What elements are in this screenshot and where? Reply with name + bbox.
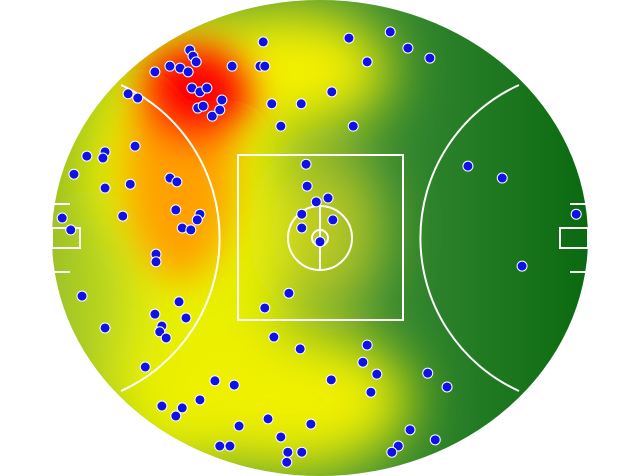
shot-point: [516, 260, 528, 272]
shot-point: [371, 368, 383, 380]
shot-point: [295, 98, 307, 110]
shot-point: [164, 60, 176, 72]
shot-point: [171, 176, 183, 188]
shot-point: [56, 212, 68, 224]
shot-point: [170, 410, 182, 422]
shot-point: [180, 312, 192, 324]
shot-point: [190, 56, 202, 68]
shot-point: [275, 120, 287, 132]
shot-point: [201, 82, 213, 94]
shot-point: [129, 140, 141, 152]
shot-point: [160, 332, 172, 344]
shot-point: [361, 339, 373, 351]
shot-point: [124, 178, 136, 190]
shot-point: [268, 331, 280, 343]
shot-point: [259, 302, 271, 314]
shot-point: [216, 94, 228, 106]
shot-point: [322, 192, 334, 204]
shot-point: [122, 88, 134, 100]
shot-point: [65, 224, 77, 236]
shot-point: [257, 36, 269, 48]
shot-point: [99, 182, 111, 194]
shot-point: [149, 308, 161, 320]
shot-point: [281, 456, 293, 468]
shot-point: [156, 400, 168, 412]
shot-point: [300, 158, 312, 170]
shot-point: [68, 168, 80, 180]
shot-point: [185, 224, 197, 236]
shot-point: [224, 440, 236, 452]
shot-point: [386, 446, 398, 458]
shot-point: [294, 343, 306, 355]
shot-point: [384, 26, 396, 38]
shot-point: [214, 104, 226, 116]
shot-point: [301, 180, 313, 192]
shot-point: [429, 434, 441, 446]
shot-point: [81, 150, 93, 162]
shot-point: [233, 420, 245, 432]
shot-point: [194, 394, 206, 406]
shot-point: [170, 204, 182, 216]
shot-point: [404, 424, 416, 436]
shot-point: [214, 440, 226, 452]
shot-point: [424, 52, 436, 64]
shot-point: [117, 210, 129, 222]
shot-point: [176, 402, 188, 414]
shot-point: [310, 196, 322, 208]
shot-point: [182, 66, 194, 78]
shot-point: [275, 431, 287, 443]
shot-point: [209, 375, 221, 387]
shot-point: [361, 56, 373, 68]
shot-point: [570, 208, 582, 220]
shot-point: [365, 386, 377, 398]
shot-point: [296, 208, 308, 220]
shot-point: [296, 222, 308, 234]
shot-point: [226, 60, 238, 72]
shot-point: [347, 120, 359, 132]
shot-point: [139, 361, 151, 373]
shot-point: [132, 92, 144, 104]
shot-point: [325, 374, 337, 386]
shot-point: [496, 172, 508, 184]
shot-point: [99, 322, 111, 334]
shot-point: [206, 110, 218, 122]
shot-point: [282, 446, 294, 458]
shot-point: [149, 66, 161, 78]
shot-point: [343, 32, 355, 44]
shot-point: [314, 236, 326, 248]
shot-point: [173, 296, 185, 308]
shot-point: [357, 356, 369, 368]
shot-point: [327, 214, 339, 226]
shot-point: [228, 379, 240, 391]
shot-point: [305, 418, 317, 430]
shot-point: [197, 100, 209, 112]
shot-point: [150, 256, 162, 268]
shot-point: [191, 214, 203, 226]
shot-point: [422, 367, 434, 379]
shot-point: [462, 160, 474, 172]
shot-point: [402, 42, 414, 54]
shot-point: [97, 152, 109, 164]
shot-point: [266, 98, 278, 110]
shot-point: [259, 60, 271, 72]
shot-point: [326, 86, 338, 98]
shot-point: [296, 446, 308, 458]
field-lines: [51, 84, 589, 392]
shot-point: [76, 290, 88, 302]
shot-point: [441, 381, 453, 393]
shot-point: [262, 413, 274, 425]
shot-point: [283, 287, 295, 299]
